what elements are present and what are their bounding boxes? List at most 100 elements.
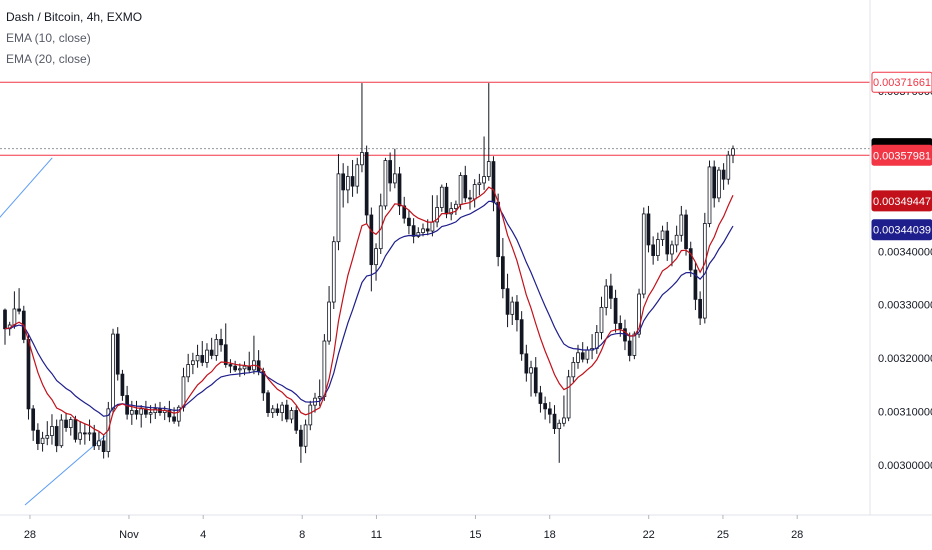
candle-up (477, 182, 482, 185)
price-label-box (871, 190, 932, 212)
candle-up (205, 349, 209, 363)
candle-up (439, 186, 444, 208)
candle-down (228, 364, 233, 367)
candle-up (303, 424, 308, 447)
candle-down (712, 166, 717, 199)
candle-up (153, 408, 158, 414)
candle-down (543, 403, 547, 410)
candle-down (266, 392, 270, 414)
candle-down (115, 333, 120, 375)
trendline[interactable] (0, 157, 53, 459)
candle-down (364, 152, 369, 216)
candle-up (655, 239, 660, 256)
candle-up (594, 332, 599, 349)
candle-up (585, 349, 590, 360)
candle-down (167, 410, 172, 418)
candle-down (651, 244, 656, 256)
price-label-text: 0.00357981 (873, 150, 931, 162)
candle-down (552, 413, 557, 430)
ema-10-line (4, 186, 734, 436)
price-label-text: 0.00344039 (873, 225, 931, 237)
candles-layer (3, 83, 735, 463)
candle-up (416, 232, 421, 237)
candle-up (557, 422, 562, 430)
candle-down (444, 186, 449, 215)
trendline[interactable] (24, 435, 106, 506)
candle-down (299, 429, 303, 447)
price-label: 0.00357981 (871, 144, 932, 166)
candle-down (3, 309, 7, 330)
candle-up (458, 175, 463, 205)
candle-up (576, 352, 580, 363)
candle-down (284, 404, 289, 420)
candle-down (496, 201, 501, 258)
candle-up (529, 367, 533, 374)
candle-down (64, 419, 68, 428)
price-label-text: 0.00371661 (873, 77, 931, 89)
x-tick-label: Nov (119, 529, 139, 541)
x-tick-label: 15 (469, 529, 481, 541)
candle-down (524, 353, 529, 374)
candle-up (374, 248, 378, 266)
ema-20-legend: EMA (20, close) (6, 52, 91, 66)
price-label: 0.00349447 (871, 190, 932, 212)
candle-down (200, 355, 205, 363)
x-tick-label: 18 (544, 529, 556, 541)
candle-down (369, 214, 374, 266)
candle-up (430, 221, 435, 232)
y-tick-label: 0.00320000 (878, 353, 932, 365)
candle-down (209, 349, 214, 356)
candle-up (566, 376, 571, 419)
candle-down (721, 169, 726, 180)
candle-up (670, 244, 674, 255)
candle-up (68, 419, 73, 428)
candle-up (242, 365, 247, 370)
candle-down (665, 230, 670, 255)
candle-down (407, 217, 411, 227)
candle-up (176, 406, 181, 422)
candle-up (237, 368, 242, 371)
candle-up (45, 435, 50, 439)
price-label: 0.00344039 (871, 219, 932, 241)
x-tick-label: 28 (24, 529, 36, 541)
y-tick-label: 0.00330000 (878, 300, 932, 312)
candle-down (618, 323, 623, 330)
candle-down (172, 416, 176, 422)
candle-down (515, 301, 519, 321)
chart-legend: Dash / Bitcoin, 4h, EXMO EMA (10, close)… (6, 7, 142, 70)
candle-up (562, 417, 566, 424)
candle-up (435, 207, 439, 223)
price-label: 0.00371661 (871, 71, 932, 93)
price-label-box (871, 219, 932, 241)
candle-down (533, 367, 538, 394)
price-label-text: 0.00349447 (873, 196, 931, 208)
candle-down (693, 269, 698, 300)
candle-down (223, 344, 228, 365)
x-tick-label: 25 (717, 529, 729, 541)
candle-down (519, 319, 524, 355)
candle-up (186, 364, 191, 378)
candle-up (679, 214, 684, 236)
candle-up (78, 432, 83, 440)
candle-down (411, 225, 416, 237)
x-tick-label: 8 (299, 529, 305, 541)
candle-down (538, 392, 543, 404)
candle-up (50, 426, 54, 436)
y-tick-label: 0.00340000 (878, 246, 932, 258)
candle-down (627, 340, 632, 356)
candle-down (388, 160, 392, 184)
candle-up (360, 152, 364, 166)
candle-up (346, 176, 350, 191)
candle-up (331, 241, 336, 303)
y-tick-label: 0.00300000 (878, 460, 932, 472)
candle-up (181, 376, 186, 408)
candle-down (613, 297, 618, 324)
candle-up (421, 228, 425, 234)
candle-up (148, 412, 153, 415)
candle-down (92, 432, 97, 447)
ema-20-line (4, 200, 734, 417)
candle-down (350, 176, 355, 187)
candle-up (731, 148, 735, 156)
